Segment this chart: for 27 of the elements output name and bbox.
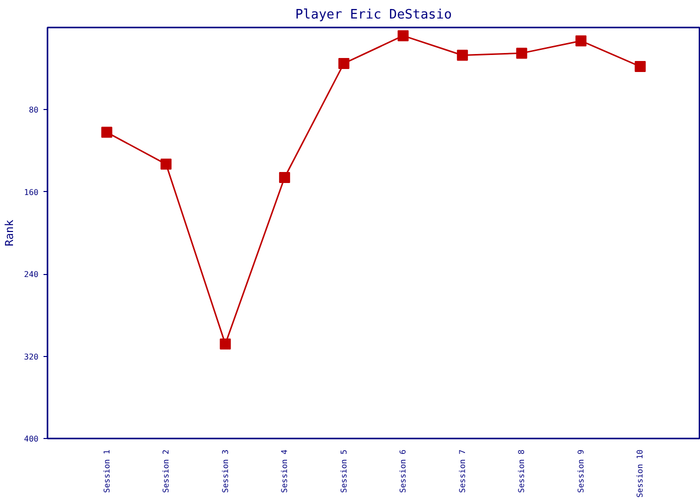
point: [338, 58, 350, 69]
point: [279, 172, 290, 184]
x-tick-label: Session 4: [280, 449, 290, 493]
point: [398, 30, 409, 42]
point: [220, 338, 231, 350]
x-tick-label: Session 9: [576, 449, 586, 493]
y-tick-label: 240: [24, 270, 39, 280]
x-tick-label: Session 3: [220, 449, 230, 493]
x-tick-label: Session 5: [339, 449, 348, 493]
y-tick-label: 160: [24, 188, 39, 197]
x-tick-label: Session 1: [102, 449, 112, 493]
y-tick-label: 400: [24, 434, 39, 444]
x-tick-label: Session 8: [517, 449, 526, 493]
y-tick-label: 320: [24, 352, 39, 362]
x-tick-label: Session 2: [162, 449, 171, 493]
x-tick-label: Session 6: [398, 449, 408, 493]
point: [456, 50, 468, 61]
x-tick-label: Session 7: [458, 449, 467, 493]
point: [160, 158, 172, 170]
y-tick-label: 80: [28, 106, 39, 115]
chart-title: Player Eric DeStasio: [295, 8, 452, 22]
point: [634, 61, 646, 72]
point: [516, 48, 528, 59]
x-tick-label: Session 10: [636, 449, 645, 498]
point: [101, 126, 112, 138]
y-axis-title: Rank: [3, 219, 16, 246]
point: [575, 35, 586, 46]
